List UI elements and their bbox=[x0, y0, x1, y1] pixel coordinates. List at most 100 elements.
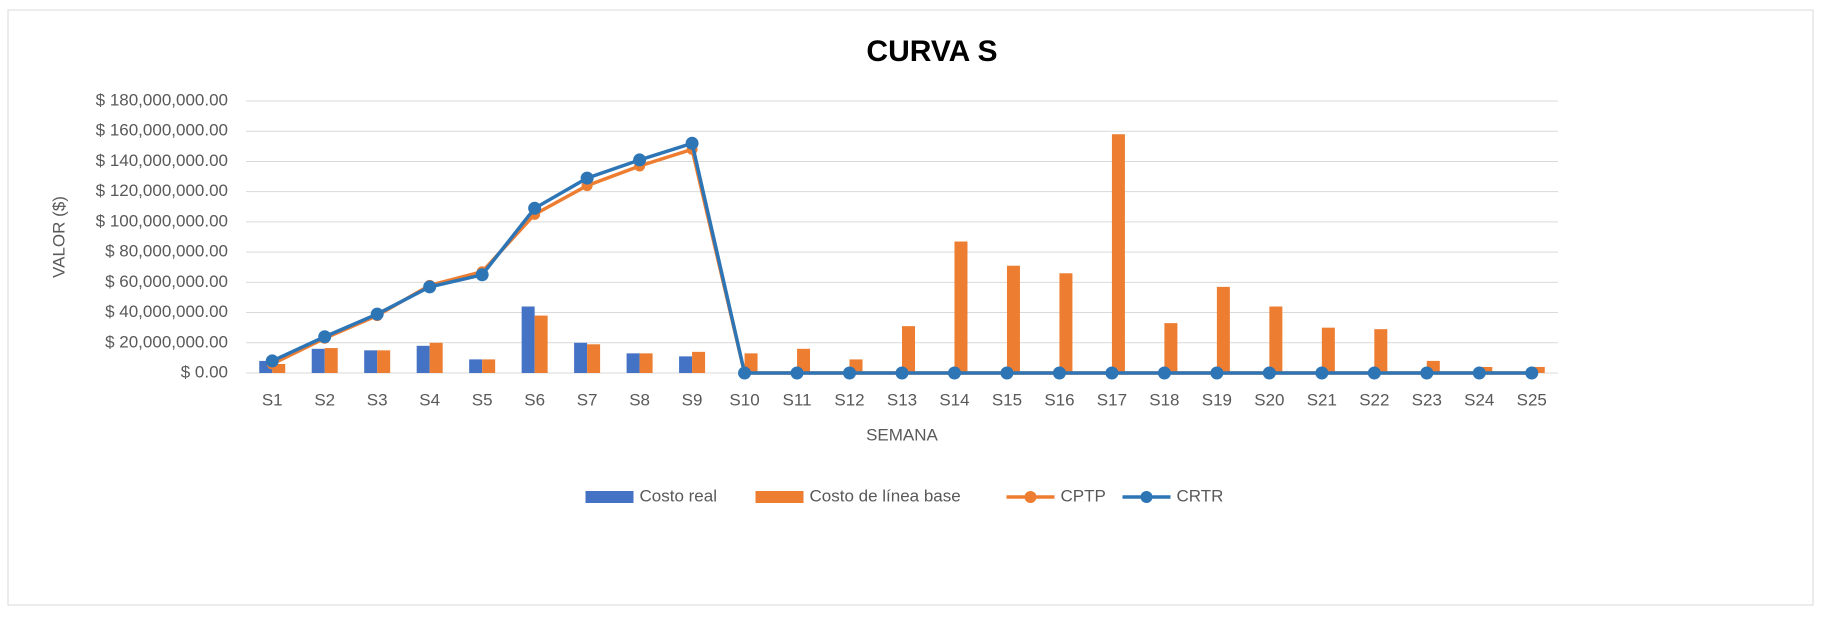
line-marker bbox=[580, 171, 594, 185]
line-marker bbox=[843, 366, 857, 380]
x-tick-label: S2 bbox=[314, 390, 335, 409]
bar bbox=[324, 348, 338, 373]
chart-title: CURVA S bbox=[866, 35, 997, 68]
line-marker bbox=[1157, 366, 1171, 380]
bar bbox=[902, 326, 915, 373]
bar bbox=[1111, 134, 1125, 373]
line-marker bbox=[1367, 366, 1381, 380]
bar bbox=[416, 345, 430, 373]
bar bbox=[469, 359, 483, 373]
x-tick-label: S14 bbox=[939, 390, 969, 409]
x-axis-label: SEMANA bbox=[866, 425, 938, 444]
x-tick-label: S19 bbox=[1202, 390, 1232, 409]
x-tick-label: S6 bbox=[524, 390, 545, 409]
y-axis-label: VALOR ($) bbox=[49, 196, 68, 278]
bar bbox=[429, 342, 443, 373]
bar bbox=[954, 241, 968, 373]
bar bbox=[1059, 273, 1073, 373]
line-marker bbox=[318, 330, 332, 344]
line-marker bbox=[1420, 366, 1434, 380]
x-tick-label: S22 bbox=[1359, 390, 1389, 409]
bar bbox=[797, 348, 811, 373]
x-tick-label: S11 bbox=[783, 390, 812, 409]
bar bbox=[482, 359, 496, 373]
bar bbox=[272, 363, 286, 373]
y-tick-label: $ 20,000,000.00 bbox=[105, 332, 228, 351]
line-marker bbox=[475, 268, 489, 282]
y-tick-label: $ 40,000,000.00 bbox=[105, 302, 228, 321]
line-marker bbox=[1105, 366, 1119, 380]
bar bbox=[574, 342, 588, 373]
y-tick-label: $ 60,000,000.00 bbox=[105, 272, 228, 291]
line-marker bbox=[1262, 366, 1276, 380]
bar bbox=[311, 348, 325, 373]
y-tick-label: $ 180,000,000.00 bbox=[96, 90, 228, 109]
legend-label: Costo de línea base bbox=[810, 486, 961, 505]
legend-label: CPTP bbox=[1061, 486, 1106, 505]
bar bbox=[679, 356, 693, 373]
bar bbox=[1531, 366, 1545, 373]
bar bbox=[377, 350, 391, 373]
bar bbox=[1374, 329, 1388, 373]
y-tick-label: $ 120,000,000.00 bbox=[96, 181, 228, 200]
bar bbox=[692, 351, 706, 373]
x-tick-label: S9 bbox=[682, 390, 703, 409]
line-marker bbox=[1210, 366, 1224, 380]
x-tick-label: S1 bbox=[262, 390, 283, 409]
x-tick-label: S12 bbox=[834, 390, 864, 409]
x-tick-label: S7 bbox=[577, 390, 598, 409]
line-marker bbox=[1052, 366, 1066, 380]
x-tick-label: S16 bbox=[1044, 390, 1074, 409]
bar bbox=[521, 306, 535, 373]
line-marker bbox=[370, 307, 384, 321]
x-tick-label: S5 bbox=[472, 390, 493, 409]
bar bbox=[534, 315, 548, 373]
bar bbox=[626, 353, 640, 373]
x-tick-label: S15 bbox=[992, 390, 1022, 409]
line-marker bbox=[528, 201, 542, 215]
y-tick-label: $ 80,000,000.00 bbox=[105, 242, 228, 261]
legend-swatch bbox=[755, 491, 804, 503]
x-tick-label: S24 bbox=[1464, 390, 1494, 409]
x-tick-label: S23 bbox=[1412, 390, 1442, 409]
line-marker bbox=[265, 354, 279, 368]
line-marker bbox=[633, 153, 647, 167]
x-tick-label: S25 bbox=[1517, 390, 1547, 409]
legend-swatch bbox=[1140, 491, 1153, 503]
chart-frame bbox=[7, 9, 1814, 606]
x-tick-label: S10 bbox=[729, 390, 759, 409]
line-marker bbox=[895, 366, 909, 380]
y-tick-label: $ 0.00 bbox=[181, 362, 228, 381]
line-marker bbox=[685, 136, 699, 150]
x-tick-label: S21 bbox=[1307, 390, 1337, 409]
bar bbox=[1216, 286, 1230, 373]
bar bbox=[1006, 265, 1020, 373]
legend-label: Costo real bbox=[640, 486, 717, 505]
x-tick-label: S8 bbox=[629, 390, 650, 409]
line-marker bbox=[1315, 366, 1329, 380]
x-tick-label: S17 bbox=[1097, 390, 1127, 409]
x-tick-label: S4 bbox=[419, 390, 440, 409]
line-marker bbox=[1000, 366, 1014, 380]
bar bbox=[1321, 327, 1335, 373]
bar bbox=[587, 344, 601, 373]
line-marker bbox=[738, 366, 752, 380]
bar bbox=[1269, 306, 1283, 373]
line-marker bbox=[1472, 366, 1486, 380]
x-tick-label: S13 bbox=[887, 390, 917, 409]
x-tick-label: S18 bbox=[1149, 390, 1179, 409]
bar bbox=[1164, 323, 1178, 373]
line-marker bbox=[947, 366, 961, 380]
bar bbox=[639, 353, 653, 373]
x-tick-label: S20 bbox=[1254, 390, 1284, 409]
y-tick-label: $ 160,000,000.00 bbox=[96, 121, 228, 140]
line-marker bbox=[1525, 366, 1539, 380]
y-tick-label: $ 140,000,000.00 bbox=[96, 151, 228, 170]
bar bbox=[1479, 366, 1493, 373]
line-marker bbox=[423, 280, 437, 294]
legend-swatch bbox=[585, 491, 634, 503]
y-tick-label: $ 100,000,000.00 bbox=[96, 211, 228, 230]
x-tick-label: S3 bbox=[367, 390, 388, 409]
legend-swatch bbox=[1024, 491, 1037, 503]
